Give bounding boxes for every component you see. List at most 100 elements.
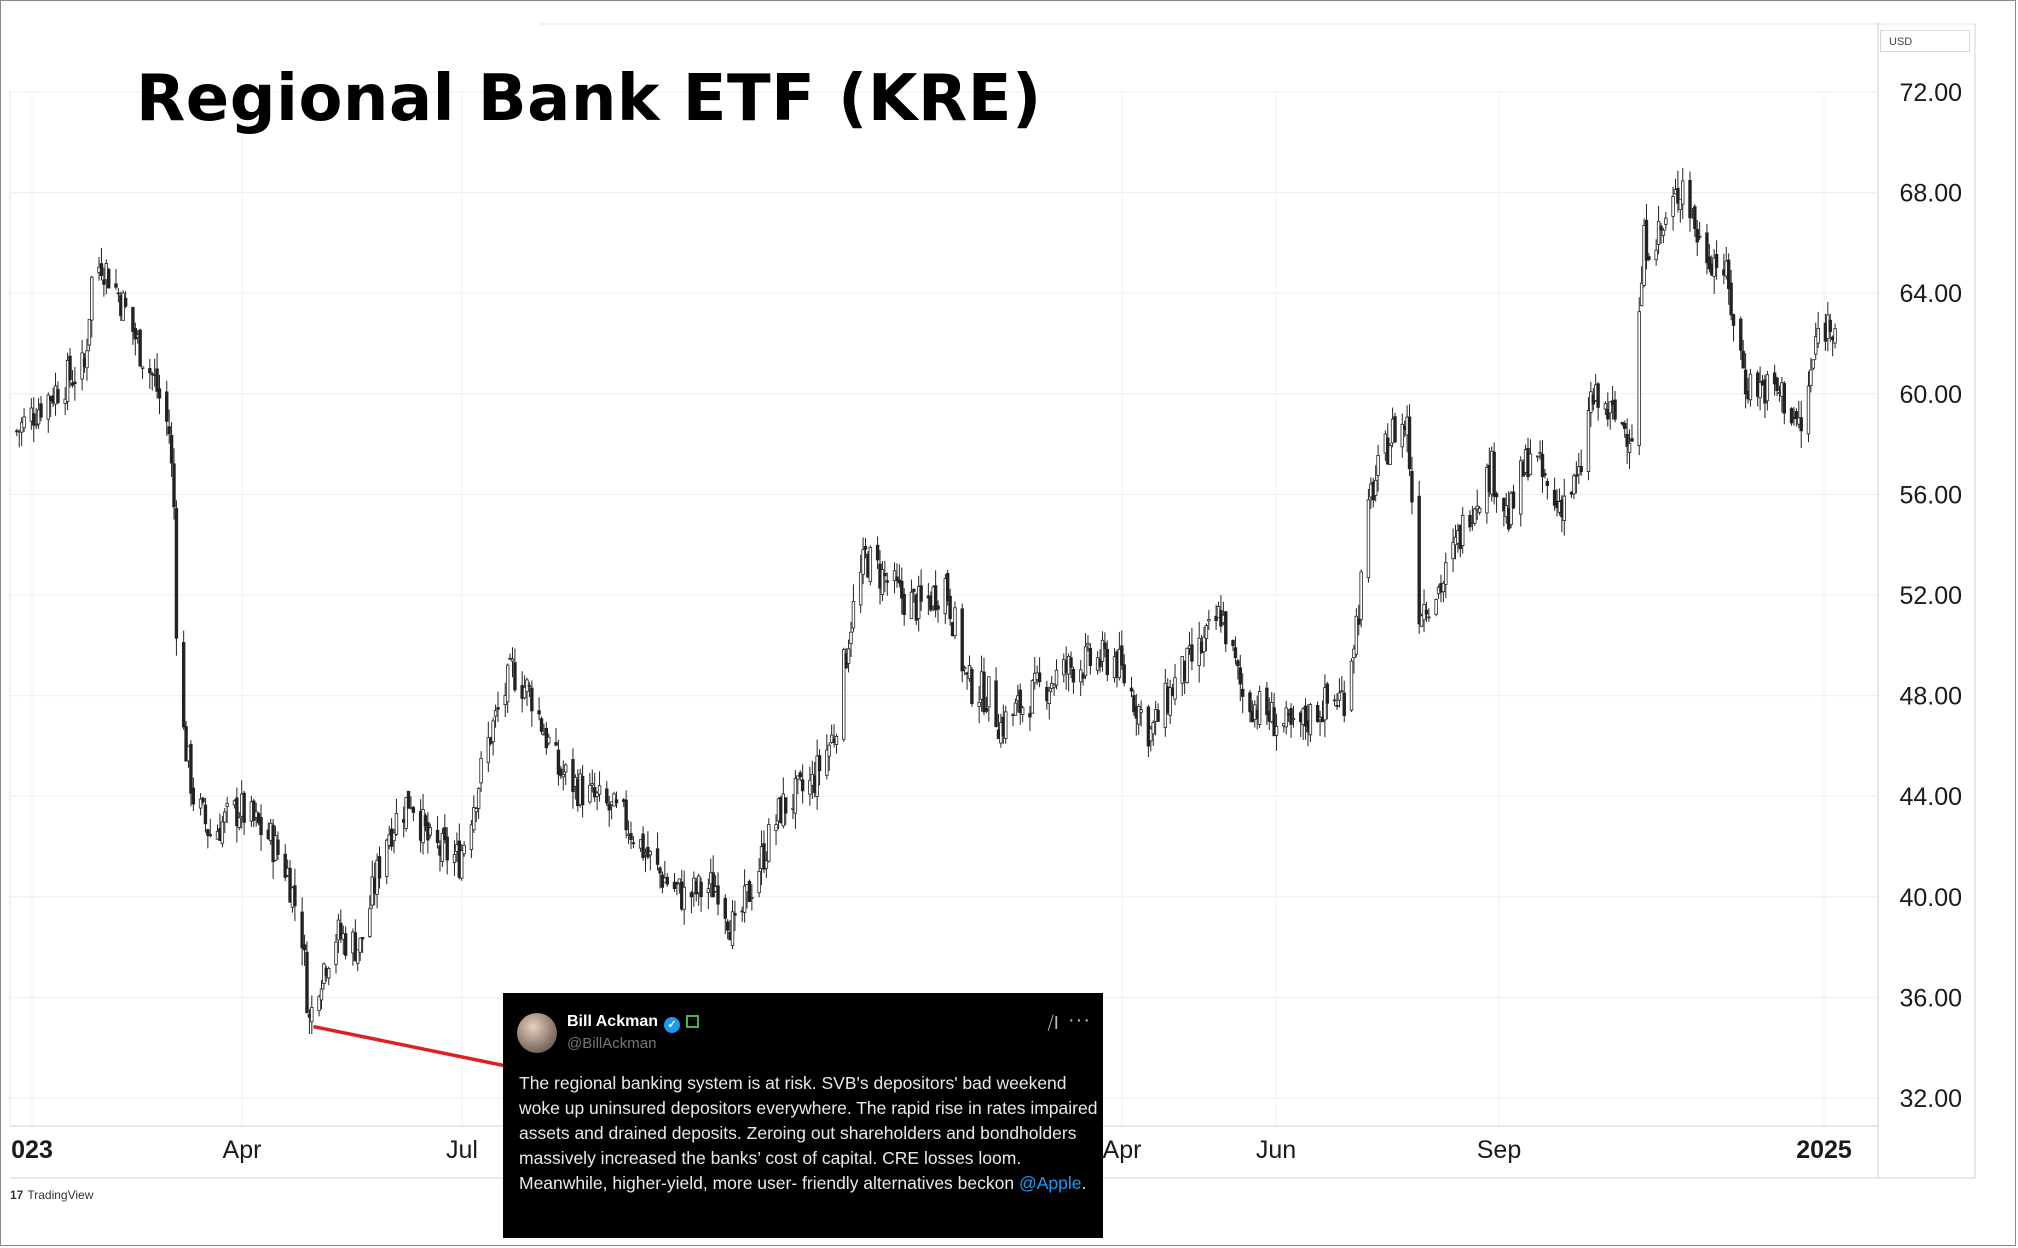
candle-body [123,297,128,307]
y-tick-label: 56.00 [1899,481,1962,509]
candle-body [102,279,106,285]
candle-body [946,573,950,602]
candle-body [223,811,227,823]
candle-body [1707,256,1712,270]
candle-body [1407,416,1412,470]
candle-body [259,817,263,835]
candle-body [1004,711,1008,739]
candle-body [165,391,169,422]
candle-body [1461,515,1465,546]
candle-body [1552,489,1557,506]
candle-body [919,585,923,602]
candle-body [563,764,568,773]
candle-body [1434,599,1438,615]
candle-body [1224,611,1228,645]
candle-body [191,787,196,805]
candle-body [982,671,986,713]
candle-body [1659,225,1663,231]
candle-body [1129,687,1134,692]
candle-body [556,749,561,775]
candle-body [353,932,358,961]
candle-body [252,800,256,821]
candle-body [32,413,36,426]
candle-body [1185,647,1189,683]
brand-mark: 17 [10,1188,24,1202]
candle-body [1240,688,1245,697]
candle-body [1151,722,1155,735]
price-axis: 72.00 68.00 64.00 60.00 56.00 52.00 48.00 44.00… [540,22,1976,1178]
candle-body [1020,707,1025,715]
candle-body [1654,249,1658,260]
candle-body [902,593,906,615]
candle-body [641,833,645,859]
x-tick-label: 2025 [1796,1136,1852,1164]
currency-selector[interactable]: USD [1880,30,1970,52]
candle-body [730,911,735,946]
candle-body [948,595,952,620]
candle-body [793,778,798,814]
candle-body [1799,417,1803,432]
candle-body [421,809,425,844]
candle-body [1664,217,1668,225]
candle-body [933,585,938,611]
candle-body [750,897,754,899]
candle-body [1207,619,1211,622]
time-axis: 023 Apr Jul Apr Jun Sep 2025 [9,90,1975,1179]
tweet-mention-link[interactable]: @Apple [1018,1173,1082,1193]
candle-body [590,783,594,786]
candle-body [631,842,636,845]
candle-body [1120,645,1124,666]
candle-body [917,586,921,619]
candle-body [868,546,873,583]
candle-body [1265,687,1269,716]
candle-body [648,851,653,856]
candle-body [1190,644,1194,662]
candle-body [300,911,304,949]
candle-body [85,350,89,369]
candle-body [174,508,179,639]
candle-body [960,608,964,672]
candle-body [851,601,856,629]
candle-body [479,757,483,784]
affiliation-badge-icon [686,1015,699,1028]
candle-body [140,366,145,369]
candle-body [1613,399,1617,420]
candle-body [892,570,897,582]
candle-body [1494,493,1499,498]
candle-body [225,803,229,807]
candle-body [580,776,585,806]
candle-body [716,885,720,905]
y-tick-label: 48.00 [1899,683,1962,711]
candle-body [672,881,677,889]
candle-body [107,268,111,289]
candle-body [733,913,737,916]
candle-body [1538,452,1542,454]
candle-body [1100,639,1105,662]
candle-body [1726,259,1731,290]
candle-body [358,937,362,953]
candle-body [1637,311,1641,446]
candle-body [1410,471,1414,503]
candle-body [1714,253,1719,269]
candle-body [764,860,769,869]
candle-body [757,870,761,894]
candle-body [1816,328,1820,344]
candle-body [283,853,287,878]
candle-body [1103,642,1107,650]
candle-body [742,885,747,913]
candle-body [875,544,880,561]
candle-body [827,744,831,757]
grok-icon[interactable]: ⧸I [1047,1013,1059,1034]
candle-body [377,856,382,879]
candle-body [1417,495,1421,625]
candle-body [235,797,239,826]
candle-body [1545,480,1550,486]
more-options-icon[interactable]: ··· [1068,1009,1091,1031]
candle-body [1054,669,1059,686]
y-tick-label: 52.00 [1899,582,1962,610]
candle-body [445,836,449,861]
candle-body [1606,409,1610,420]
tweet-author-name: Bill Ackman ✓ [567,1013,699,1033]
candle-body [310,1006,314,1023]
